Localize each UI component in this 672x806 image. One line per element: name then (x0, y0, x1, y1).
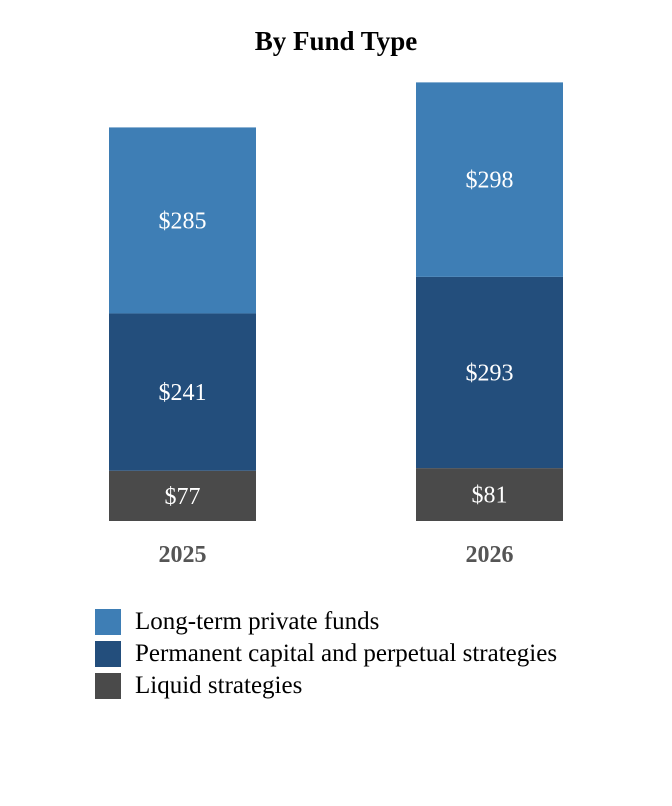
data-label-2025-0: $77 (165, 484, 201, 510)
x-tick-label-2025: 2025 (159, 542, 207, 568)
legend-label: Liquid strategies (135, 672, 303, 699)
x-tick-label-2026: 2026 (466, 542, 514, 568)
legend-item: Liquid strategies (95, 670, 557, 702)
data-label-2026-0: $81 (472, 483, 508, 509)
legend-swatch (95, 609, 121, 635)
legend-label: Permanent capital and perpetual strategi… (135, 640, 558, 667)
legend-label: Long-term private funds (135, 608, 380, 635)
bar-segment-2025-0 (109, 470, 256, 521)
labels-layer: $77 $241 $285 2025 $81 $293 $298 2026 (159, 168, 514, 568)
bar-segment-2026-1 (416, 276, 563, 469)
chart-title: By Fund Type (254, 26, 418, 56)
legend-swatch (95, 641, 121, 667)
legend-swatch (95, 673, 121, 699)
bar-segment-2026-2 (416, 82, 563, 277)
bar-segment-2026-0 (416, 468, 563, 521)
data-label-2026-2: $298 (466, 168, 514, 194)
legend-item: Long-term private funds (95, 606, 557, 638)
bar-segment-2025-2 (109, 127, 256, 314)
data-label-2025-2: $285 (159, 208, 207, 234)
data-label-2026-1: $293 (466, 361, 514, 387)
bar-segment-2025-1 (109, 313, 256, 471)
bars-layer (109, 82, 563, 521)
data-label-2025-1: $241 (159, 380, 207, 406)
legend-item: Permanent capital and perpetual strategi… (95, 638, 557, 670)
legend: Long-term private funds Permanent capital… (95, 606, 557, 702)
